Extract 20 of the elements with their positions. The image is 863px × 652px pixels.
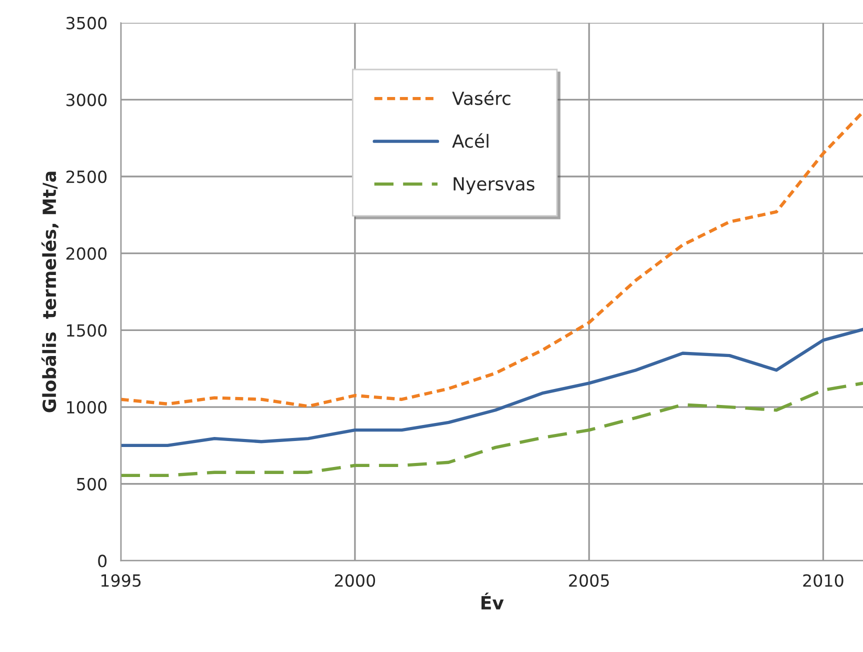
y-axis-title: Globális termelés, Mt/a bbox=[41, 172, 58, 412]
line-series bbox=[120, 328, 863, 448]
y-tick-label: 1000 bbox=[67, 400, 107, 414]
legend-label: Vasérc bbox=[452, 90, 510, 106]
y-tick-label: 3000 bbox=[66, 94, 107, 106]
y-tick-label: 2000 bbox=[66, 247, 107, 260]
y-tick-label: 1500 bbox=[67, 324, 107, 337]
y-tick-label: 500 bbox=[77, 478, 107, 490]
legend-label: Acél bbox=[452, 133, 488, 148]
x-axis-title: Év bbox=[482, 592, 504, 610]
x-tick-label: 1995 bbox=[101, 574, 141, 587]
legend-label: Nyersvas bbox=[454, 177, 534, 194]
x-tick-label: 2005 bbox=[569, 574, 609, 587]
y-tick-label: 3500 bbox=[66, 16, 107, 30]
line-series bbox=[120, 110, 863, 408]
y-tick-label: 2500 bbox=[66, 170, 107, 184]
x-tick-label: 2010 bbox=[803, 574, 844, 587]
x-tick-label: 2000 bbox=[334, 574, 376, 587]
line-series bbox=[120, 382, 863, 478]
y-tick-label: 0 bbox=[98, 554, 107, 568]
